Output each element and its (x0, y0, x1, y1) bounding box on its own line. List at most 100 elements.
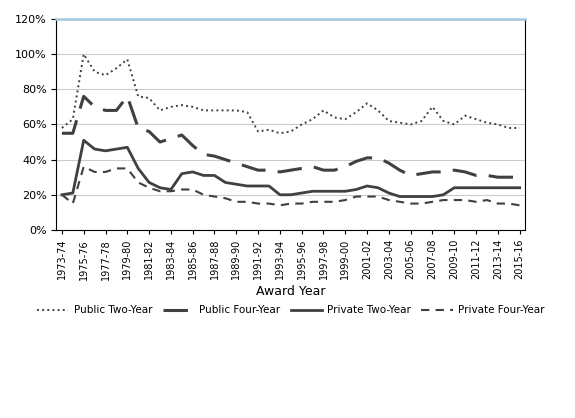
Public Two-Year (102, 73, 109, 78)
Public Two-Year (288, 129, 294, 134)
Private Four-Year (363, 194, 370, 199)
Public Four-Year (418, 171, 425, 176)
Public Four-Year (385, 161, 392, 166)
Private Four-Year (288, 201, 294, 206)
Public Four-Year (255, 168, 262, 173)
Public Four-Year (178, 133, 185, 138)
Line: Private Four-Year: Private Four-Year (62, 167, 520, 205)
Public Two-Year (385, 118, 392, 123)
Public Two-Year (418, 118, 425, 123)
Public Two-Year (440, 118, 447, 123)
Public Four-Year (516, 175, 523, 180)
Private Two-Year (189, 169, 196, 174)
Public Two-Year (309, 117, 316, 122)
Private Two-Year (167, 187, 174, 192)
Private Two-Year (145, 180, 152, 185)
Public Four-Year (200, 152, 207, 157)
Private Two-Year (266, 184, 273, 189)
Private Two-Year (91, 147, 98, 152)
Private Four-Year (135, 180, 141, 185)
Private Four-Year (255, 201, 262, 206)
Private Two-Year (70, 191, 76, 196)
Private Two-Year (505, 185, 512, 190)
Private Four-Year (70, 201, 76, 206)
Public Two-Year (363, 101, 370, 106)
Private Two-Year (156, 185, 163, 190)
Public Two-Year (429, 104, 436, 110)
Line: Private Two-Year: Private Two-Year (62, 140, 520, 196)
Private Two-Year (363, 184, 370, 189)
Private Two-Year (418, 194, 425, 199)
Public Four-Year (145, 129, 152, 134)
Private Two-Year (342, 189, 348, 194)
Private Two-Year (309, 189, 316, 194)
Private Four-Year (145, 185, 152, 190)
Private Four-Year (266, 201, 273, 206)
Private Two-Year (396, 194, 403, 199)
Private Four-Year (473, 199, 480, 204)
Private Four-Year (189, 187, 196, 192)
Private Four-Year (91, 169, 98, 174)
Public Two-Year (277, 131, 283, 136)
Public Two-Year (342, 117, 348, 122)
Public Four-Year (135, 125, 141, 130)
Private Two-Year (494, 185, 501, 190)
Public Four-Year (484, 173, 490, 178)
Private Two-Year (211, 173, 218, 178)
Public Two-Year (178, 103, 185, 108)
Public Two-Year (505, 125, 512, 130)
Private Four-Year (233, 199, 240, 204)
Public Two-Year (81, 52, 87, 57)
Private Two-Year (516, 185, 523, 190)
Public Two-Year (320, 108, 327, 113)
Public Four-Year (494, 175, 501, 180)
Private Four-Year (277, 203, 283, 208)
Private Two-Year (124, 145, 131, 150)
Public Two-Year (135, 94, 141, 99)
Public Four-Year (102, 108, 109, 113)
Private Two-Year (320, 189, 327, 194)
Public Two-Year (59, 125, 66, 130)
Public Two-Year (266, 127, 273, 132)
Private Four-Year (178, 187, 185, 192)
Private Four-Year (505, 201, 512, 206)
Private Two-Year (288, 192, 294, 197)
Private Four-Year (396, 199, 403, 204)
Public Two-Year (407, 122, 414, 127)
Private Four-Year (484, 198, 490, 203)
Public Four-Year (429, 169, 436, 174)
Public Four-Year (81, 94, 87, 99)
Private Four-Year (244, 199, 251, 204)
Private Two-Year (440, 192, 447, 197)
Public Two-Year (91, 69, 98, 74)
Public Four-Year (473, 173, 480, 178)
Public Four-Year (91, 104, 98, 110)
Private Two-Year (451, 185, 458, 190)
Private Four-Year (451, 198, 458, 203)
Public Two-Year (473, 117, 480, 122)
Private Two-Year (462, 185, 469, 190)
Public Two-Year (298, 122, 305, 127)
Public Four-Year (156, 140, 163, 145)
Private Four-Year (494, 201, 501, 206)
Private Two-Year (178, 171, 185, 176)
Public Four-Year (320, 168, 327, 173)
Public Four-Year (396, 168, 403, 173)
Public Four-Year (59, 131, 66, 136)
Public Four-Year (211, 153, 218, 158)
Public Four-Year (113, 108, 120, 113)
Private Two-Year (222, 180, 229, 185)
Public Two-Year (211, 108, 218, 113)
Private Four-Year (516, 203, 523, 208)
Public Four-Year (309, 164, 316, 169)
Private Four-Year (167, 189, 174, 194)
Private Four-Year (320, 199, 327, 204)
Private Two-Year (352, 187, 359, 192)
Public Two-Year (244, 110, 251, 115)
Public Two-Year (516, 125, 523, 130)
Private Two-Year (473, 185, 480, 190)
Private Two-Year (429, 194, 436, 199)
Public Two-Year (396, 120, 403, 125)
Private Four-Year (81, 164, 87, 169)
Private Four-Year (156, 189, 163, 194)
